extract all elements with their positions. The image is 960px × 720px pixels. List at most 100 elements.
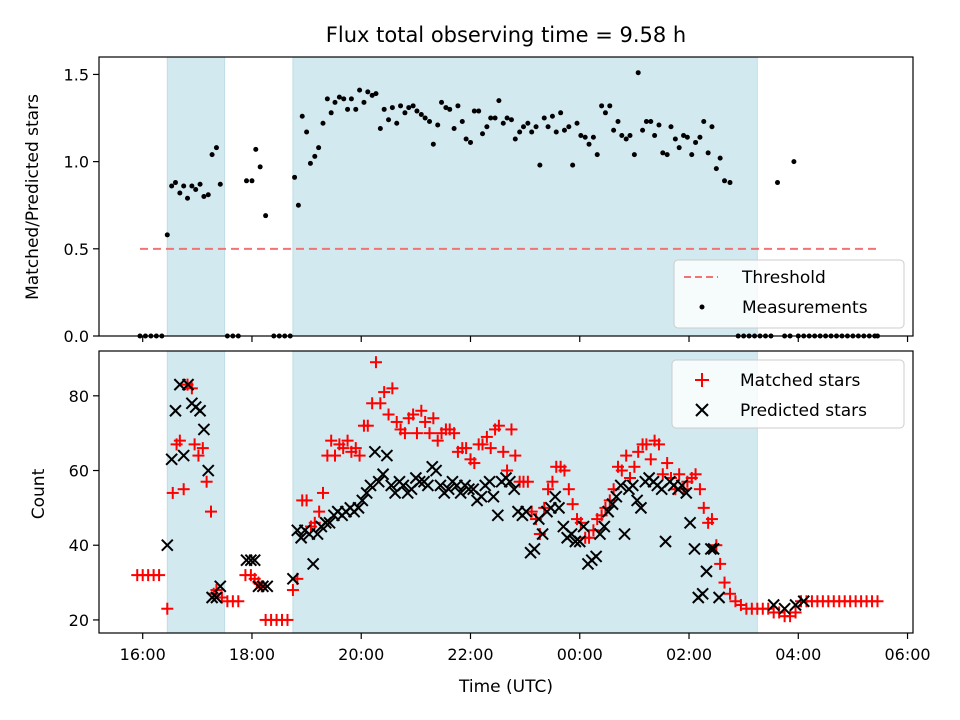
measurement-point [406,105,412,111]
measurement-point [574,120,580,126]
measurement-point [336,94,342,100]
predicted-star-point [462,482,476,496]
measurement-point [640,127,646,133]
ratio-panel: 0.0 0.5 1.0 1.5 Matched/Predicted stars Thr… [23,56,914,346]
matched-star-point [286,584,299,597]
predicted-star-point [680,486,693,500]
predicted-star-point [610,490,623,503]
predicted-star-point [630,494,644,507]
matched-star-point [652,438,665,451]
matched-star-point [484,442,497,455]
matched-star-point [656,468,669,481]
measurement-point [172,180,178,186]
top-ylabel: Matched/Predicted stars [23,94,43,300]
measurement-point [668,124,674,130]
predicted-star-point [248,553,261,567]
matched-star-point [480,430,493,443]
matched-star-point [723,587,736,600]
predicted-star-point [442,482,455,496]
measurement-point [517,129,523,135]
predicted-star-point [193,404,207,417]
predicted-star-point [577,520,590,533]
measurement-point [402,110,408,116]
measurement-point [496,98,502,104]
measurement-point [249,178,255,184]
predicted-star-point [700,565,713,578]
predicted-star-point [789,598,802,612]
measurement-point [705,150,711,156]
predicted-star-point [197,423,211,436]
measurement-point [570,162,576,168]
measurements-legend-label: Measurements [742,298,868,318]
matched-star-point [476,438,489,451]
measurement-point [672,136,678,142]
matched-star-point [628,460,641,473]
predicted-star-point [169,404,182,417]
predicted-star-point [548,490,562,503]
measurement-point [717,155,723,161]
y-tick-label: 1.5 [64,65,89,84]
measurement-point [681,132,687,138]
matched-star-point [492,419,505,432]
measurement-point [611,127,617,133]
predicted-legend-label: Predicted stars [740,401,867,421]
measurement-point [201,194,207,199]
measurement-point [348,96,354,102]
measurement-point [463,136,469,142]
matched-star-point [386,382,399,395]
measurement-point [467,139,473,145]
measurement-point [607,103,613,109]
measurement-point [427,119,433,125]
measurement-point [508,117,514,123]
predicted-star-point [210,591,223,604]
measurement-point [652,132,658,138]
measurement-point [430,141,436,147]
measurement-point [295,202,301,208]
matched-star-point [341,434,354,447]
measurement-point [181,183,187,189]
matched-star-point [661,457,674,470]
measurement-point [693,139,699,145]
observing-interval-shade [166,56,226,337]
measurement-point [520,124,526,130]
measurement-point [582,134,588,140]
x-tick-label: 00:00 [557,645,603,664]
matched-star-point [697,501,710,514]
matched-star-point [177,483,190,496]
matched-star-point [423,427,436,440]
measurement-point [656,122,662,128]
x-axis-label: Time (UTC) [458,677,553,697]
matched-star-point [542,483,555,496]
measurement-point [533,124,539,130]
measurement-point [619,132,625,138]
bottom-axes-frame [98,350,914,634]
measurement-point [257,164,263,170]
measurement-point [689,152,695,158]
matched-star-point [390,415,403,428]
predicted-star-point [368,445,382,459]
matched-star-point [353,449,366,462]
matched-star-point [374,397,387,410]
matched-star-point [497,445,510,458]
matched-star-point [468,457,481,470]
measurement-point [422,115,428,121]
x-tick-label: 04:00 [775,645,821,664]
predicted-star-point [256,580,270,593]
measurement-point [414,108,420,114]
predicted-star-point [536,527,549,541]
predicted-star-point [601,505,615,518]
measurement-point [529,129,535,135]
measurement-point [244,178,250,184]
measurement-point [722,178,728,184]
predicted-star-point [161,539,174,552]
matched-star-point [460,442,473,455]
measurement-point [476,108,482,114]
predicted-star-point [360,486,373,500]
x-tick-label: 22:00 [447,645,493,664]
x-tick-label: 20:00 [338,645,384,664]
y-tick-label: 20 [69,611,89,630]
y-tick-label: 0.5 [64,240,89,259]
matched-star-point [410,427,423,440]
predicted-star-point [165,453,178,466]
count-panel: 20 40 60 80 16:00 18:00 20:00 22:00 00:00 02:00 0… [29,350,931,697]
